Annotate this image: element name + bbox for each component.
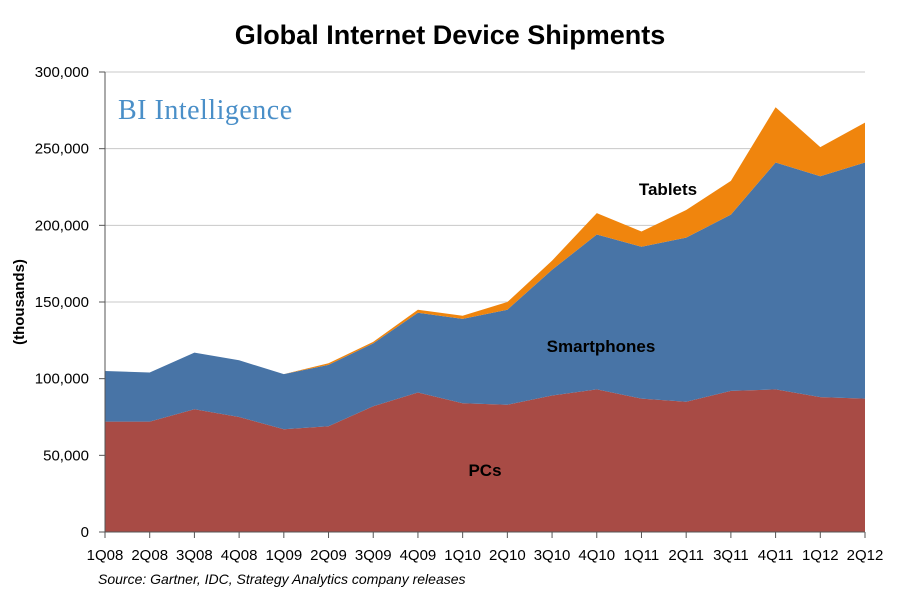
- x-tick-label: 3Q11: [713, 547, 749, 564]
- y-tick-label: 100,000: [35, 371, 89, 388]
- y-tick-label: 300,000: [35, 64, 89, 81]
- chart-title: Global Internet Device Shipments: [235, 20, 666, 50]
- area-smartphones: [105, 162, 865, 430]
- series-label-tablets: Tablets: [639, 180, 697, 199]
- x-tick-label: 3Q10: [534, 547, 571, 564]
- source-note: Source: Gartner, IDC, Strategy Analytics…: [98, 571, 466, 587]
- area-tablets: [105, 107, 865, 375]
- x-tick-label: 1Q09: [265, 547, 302, 564]
- series-label-smartphones: Smartphones: [547, 337, 656, 356]
- y-tick-label: 200,000: [35, 217, 89, 234]
- x-tick-label: 1Q11: [624, 547, 660, 564]
- x-tick-label: 1Q12: [802, 547, 839, 564]
- area-pcs: [105, 389, 865, 532]
- y-tick-label: 250,000: [35, 141, 89, 158]
- x-tick-label: 2Q09: [310, 547, 347, 564]
- x-tick-label: 2Q12: [847, 547, 884, 564]
- x-tick-label: 4Q11: [758, 547, 794, 564]
- x-tick-label: 3Q08: [176, 547, 213, 564]
- y-axis-label: (thousands): [11, 259, 28, 345]
- brand-logo: BI Intelligence: [118, 95, 293, 126]
- plot-areas: [105, 107, 865, 532]
- x-tick-label: 3Q09: [355, 547, 392, 564]
- y-tick-label: 0: [81, 524, 89, 541]
- x-tick-label: 4Q10: [578, 547, 615, 564]
- y-tick-labels: 0 50,000 100,000 150,000 200,000 250,000 300,0…: [35, 64, 105, 541]
- x-tick-label: 4Q08: [221, 547, 258, 564]
- series-label-pcs: PCs: [468, 461, 501, 480]
- x-tick-labels: 1Q08 2Q08 3Q08 4Q08 1Q09 2Q09 3Q09 4Q09 1Q10 2Q10…: [87, 532, 884, 564]
- x-tick-label: 4Q09: [400, 547, 437, 564]
- x-tick-label: 2Q08: [131, 547, 168, 564]
- x-tick-label: 2Q11: [668, 547, 704, 564]
- x-tick-label: 1Q10: [444, 547, 481, 564]
- y-tick-label: 150,000: [35, 294, 89, 311]
- x-tick-label: 1Q08: [87, 547, 124, 564]
- x-tick-label: 2Q10: [489, 547, 526, 564]
- y-tick-label: 50,000: [43, 447, 89, 464]
